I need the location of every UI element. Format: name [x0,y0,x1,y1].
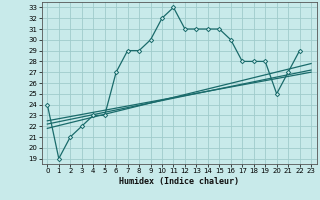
X-axis label: Humidex (Indice chaleur): Humidex (Indice chaleur) [119,177,239,186]
